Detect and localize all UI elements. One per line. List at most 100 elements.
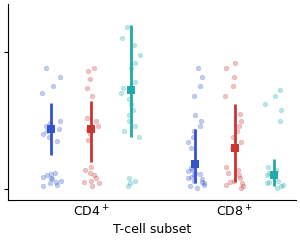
Point: [55, 139, 59, 143]
Point: [192, 171, 197, 174]
Point: [225, 171, 230, 174]
Point: [50, 177, 54, 181]
Point: [136, 135, 141, 139]
Point: [275, 179, 280, 183]
Point: [273, 94, 278, 98]
Point: [132, 43, 137, 47]
Point: [88, 78, 92, 81]
Point: [237, 124, 242, 128]
Point: [199, 180, 204, 184]
Point: [127, 176, 131, 180]
Point: [192, 173, 197, 177]
Point: [89, 179, 94, 183]
Point: [198, 124, 203, 128]
Point: [233, 61, 238, 65]
Point: [240, 181, 244, 185]
Point: [40, 184, 45, 188]
Point: [132, 61, 137, 65]
Point: [197, 172, 202, 176]
Point: [47, 181, 52, 185]
Point: [124, 25, 129, 29]
Point: [274, 186, 279, 190]
Point: [265, 181, 269, 185]
Point: [93, 176, 98, 180]
Point: [189, 146, 194, 150]
Point: [129, 102, 134, 106]
Point: [89, 184, 94, 188]
Point: [191, 135, 196, 139]
Point: [194, 186, 199, 190]
Point: [198, 119, 203, 122]
Point: [133, 179, 137, 183]
Point: [88, 165, 93, 169]
Point: [58, 179, 63, 183]
Point: [236, 168, 240, 172]
Point: [279, 108, 284, 111]
Point: [88, 171, 93, 174]
Point: [192, 94, 197, 98]
Point: [44, 173, 49, 177]
Point: [133, 124, 138, 128]
Point: [126, 184, 130, 188]
Point: [129, 66, 134, 70]
Point: [186, 140, 191, 144]
Point: [265, 173, 270, 177]
Point: [237, 112, 242, 116]
Point: [85, 69, 90, 73]
Point: [238, 186, 243, 190]
Point: [234, 130, 239, 133]
Point: [189, 175, 194, 179]
Point: [81, 180, 86, 184]
Point: [127, 119, 132, 122]
Point: [223, 94, 227, 98]
Point: [224, 165, 229, 169]
Point: [48, 121, 52, 125]
Point: [86, 138, 91, 142]
Point: [278, 119, 282, 122]
Point: [199, 177, 204, 181]
Point: [191, 130, 196, 133]
Point: [84, 86, 89, 90]
Point: [241, 184, 246, 188]
Point: [49, 172, 54, 176]
Point: [92, 173, 97, 177]
Point: [187, 184, 192, 188]
Point: [40, 175, 45, 179]
Point: [238, 176, 243, 180]
Point: [200, 75, 205, 79]
Point: [86, 128, 91, 132]
Point: [263, 102, 268, 106]
Point: [193, 113, 198, 117]
Point: [40, 132, 45, 136]
Point: [58, 75, 62, 79]
Point: [45, 130, 50, 133]
Point: [232, 75, 236, 79]
Point: [49, 176, 54, 180]
Point: [95, 124, 100, 128]
Point: [278, 184, 283, 188]
Point: [53, 180, 58, 184]
Point: [267, 180, 272, 184]
Point: [46, 135, 51, 139]
Point: [118, 91, 123, 95]
Point: [127, 97, 131, 101]
Point: [231, 135, 236, 139]
Point: [198, 84, 203, 88]
Point: [51, 84, 56, 88]
Point: [122, 130, 127, 133]
Point: [137, 53, 142, 57]
Point: [201, 181, 206, 185]
Point: [57, 127, 62, 131]
Point: [232, 179, 237, 183]
Point: [267, 171, 272, 174]
Point: [88, 132, 93, 136]
Point: [196, 66, 201, 70]
Point: [97, 181, 101, 185]
Point: [127, 113, 132, 117]
Point: [132, 80, 137, 84]
Point: [57, 119, 62, 122]
Point: [266, 165, 270, 169]
Point: [230, 146, 234, 150]
Point: [238, 119, 243, 122]
Point: [238, 140, 243, 144]
